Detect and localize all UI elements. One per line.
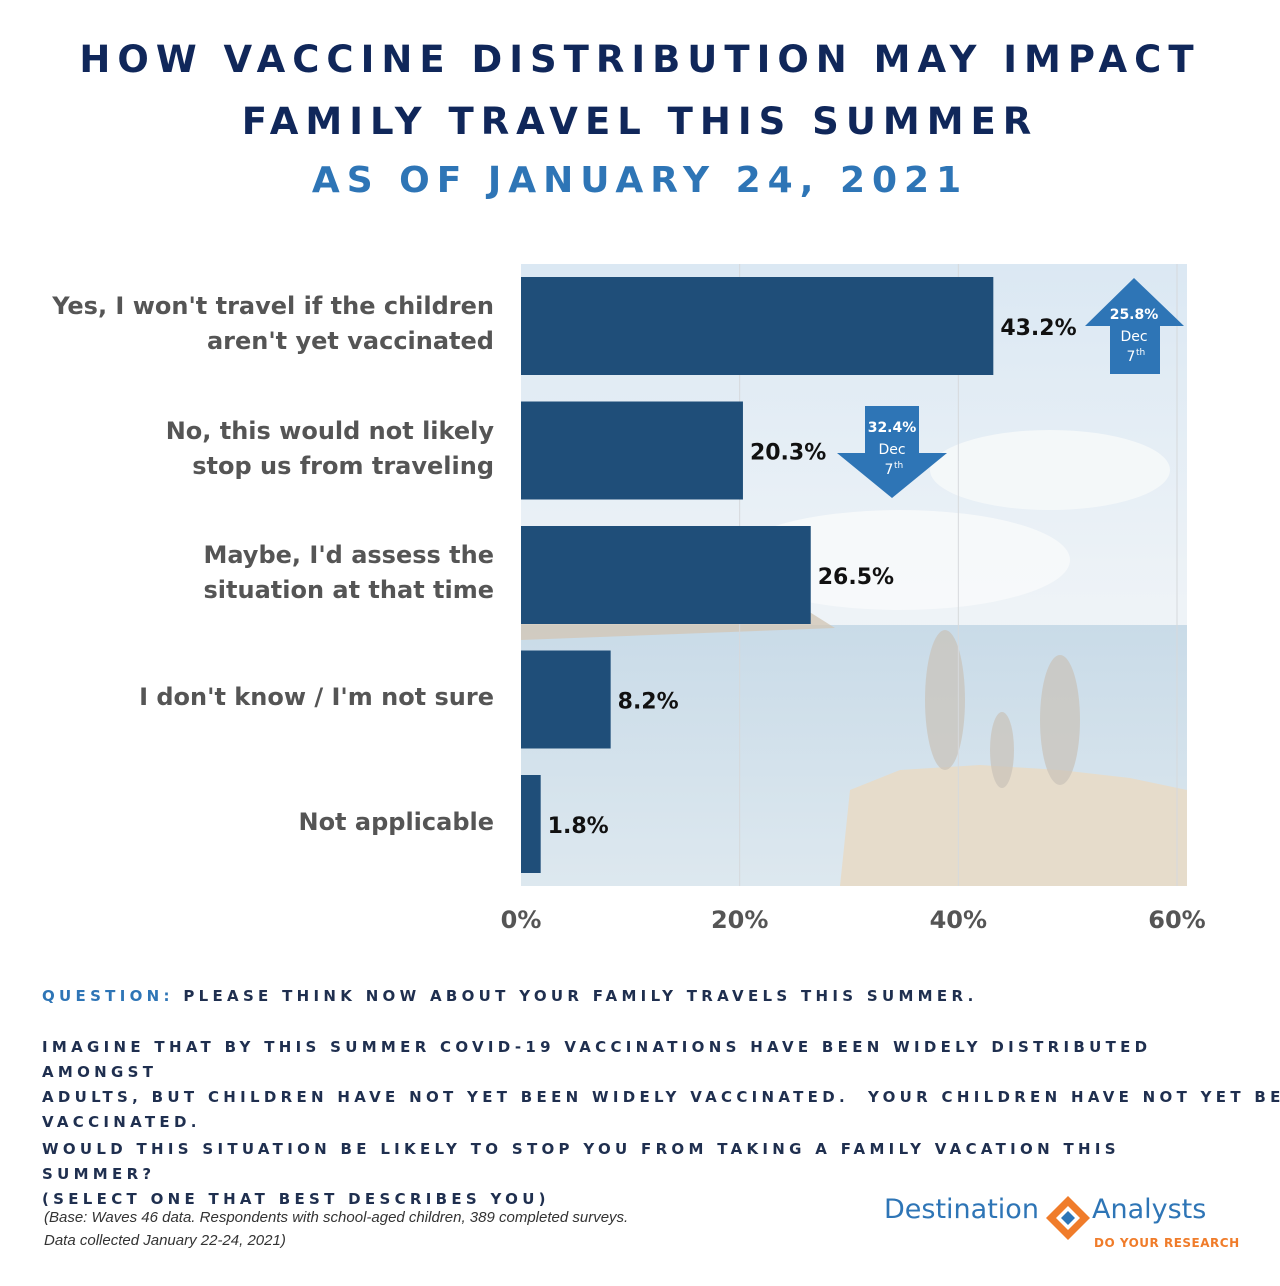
question-paragraph-3: WOULD THIS SITUATION BE LIKELY TO STOP Y… — [42, 1137, 1242, 1212]
base-footnote-line-1: (Base: Waves 46 data. Respondents with s… — [44, 1209, 629, 1226]
comparison-arrow-down: 32.4% Dec 7 th — [837, 406, 947, 498]
category-label: Yes, I won't travel if the children aren'… — [30, 289, 494, 359]
x-tick-label: 20% — [711, 906, 768, 934]
chart-subtitle-date: AS OF JANUARY 24, 2021 — [311, 160, 969, 201]
category-label-line: stop us from traveling — [192, 451, 494, 480]
arrow-day-suffix: th — [1136, 348, 1145, 358]
background-person — [1040, 655, 1080, 785]
data-label: 20.3% — [750, 441, 826, 466]
category-label: No, this would not likely stop us from tr… — [30, 414, 494, 484]
background-rock — [840, 765, 1187, 886]
bar — [521, 775, 541, 873]
base-footnote: (Base: Waves 46 data. Respondents with s… — [44, 1206, 824, 1252]
question-text-2a: IMAGINE THAT BY THIS SUMMER COVID-19 VAC… — [42, 1038, 1152, 1081]
category-label-line: No, this would not likely — [165, 416, 494, 445]
x-tick-label: 60% — [1148, 906, 1205, 934]
question-text-2b: ADULTS, BUT CHILDREN HAVE NOT YET BEEN W… — [42, 1088, 1280, 1106]
data-label: 43.2% — [1000, 316, 1076, 341]
chart-title-line-2: FAMILY TRAVEL THIS SUMMER — [241, 100, 1039, 143]
background-person — [925, 630, 965, 770]
category-label-line: Maybe, I'd assess the — [203, 541, 494, 569]
x-tick-label: 0% — [501, 906, 542, 934]
category-label-line: I don't know / I'm not sure — [139, 683, 494, 711]
bar — [521, 277, 994, 375]
category-label-line: aren't yet vaccinated — [206, 327, 494, 355]
logo-tagline: DO YOUR RESEARCH — [1094, 1236, 1240, 1250]
question-paragraph-2: IMAGINE THAT BY THIS SUMMER COVID-19 VAC… — [42, 1035, 1280, 1135]
comparison-arrow-up: 25.8% Dec 7 th — [1085, 278, 1184, 374]
arrow-value: 25.8% — [1110, 307, 1159, 323]
question-line-1: QUESTION: PLEASE THINK NOW ABOUT YOUR FA… — [42, 984, 1242, 1009]
logo-text-analysts: Analysts — [1092, 1194, 1207, 1225]
category-label-line: Not applicable — [298, 807, 494, 836]
chart-plot: 43.2% 20.3% 26.5% 8.2% 1.8% 0% 20% 40% 60% 25.8% D… — [501, 264, 1206, 934]
destination-analysts-logo: Destination Analysts DO YOUR RESEARCH — [884, 1194, 1244, 1258]
question-text-2c: VACCINATED. — [42, 1113, 201, 1131]
logo-text-destination: Destination — [884, 1194, 1039, 1225]
bar — [521, 650, 611, 749]
category-label: Maybe, I'd assess the situation at that t… — [30, 538, 494, 608]
data-label: 1.8% — [548, 814, 609, 839]
bar-chart: Yes, I won't travel if the children aren'… — [30, 264, 1206, 934]
arrow-day-suffix: th — [894, 461, 903, 471]
background-cloud — [730, 510, 1070, 610]
background-cloud — [930, 430, 1170, 510]
chart-title-line-1: HOW VACCINE DISTRIBUTION MAY IMPACT — [79, 38, 1201, 81]
data-label: 8.2% — [618, 690, 679, 715]
background-person — [990, 712, 1014, 788]
arrow-up-shape — [1085, 278, 1184, 374]
arrow-day: 7 — [1127, 349, 1136, 365]
arrow-day: 7 — [885, 462, 894, 478]
base-footnote-line-2: Data collected January 22-24, 2021) — [44, 1232, 286, 1249]
arrow-month: Dec — [1120, 329, 1147, 345]
bar — [521, 526, 811, 624]
bar — [521, 401, 743, 500]
category-label-line: situation at that time — [203, 576, 494, 604]
arrow-value: 32.4% — [868, 420, 917, 436]
category-label: Not applicable — [30, 805, 494, 840]
x-tick-label: 40% — [930, 906, 987, 934]
data-label: 26.5% — [818, 565, 894, 590]
arrow-down-shape — [837, 406, 947, 498]
category-label-line: Yes, I won't travel if the children — [52, 292, 494, 320]
question-text-3b: (SELECT ONE THAT BEST DESCRIBES YOU) — [42, 1190, 550, 1208]
question-text-1: PLEASE THINK NOW ABOUT YOUR FAMILY TRAVE… — [183, 987, 978, 1005]
question-prefix: QUESTION: — [42, 987, 174, 1005]
question-text-3a: WOULD THIS SITUATION BE LIKELY TO STOP Y… — [42, 1140, 1120, 1183]
arrow-month: Dec — [878, 442, 905, 458]
logo-diamond-icon — [1046, 1196, 1090, 1240]
category-label: I don't know / I'm not sure — [30, 680, 494, 715]
